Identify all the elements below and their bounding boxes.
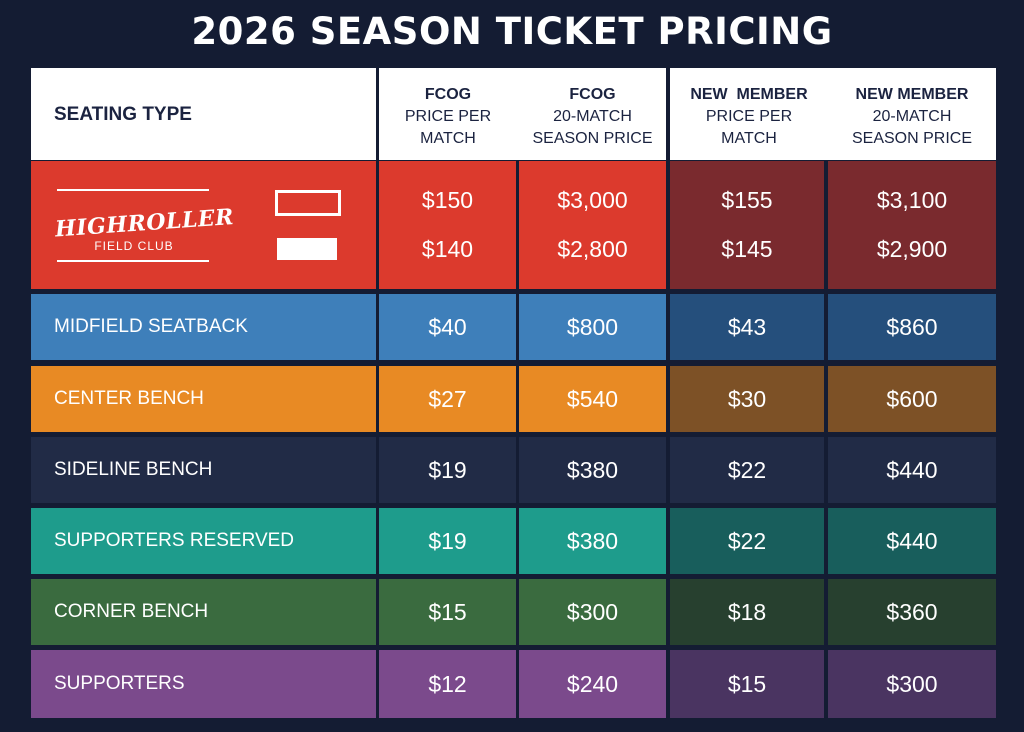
header-group-label: NEW MEMBER	[690, 86, 808, 103]
table-row: SUPPORTERS RESERVED $19 $380 $22 $440	[31, 508, 996, 574]
table-row: SUPPORTERS $12 $240 $15 $300	[31, 650, 996, 718]
seating-type-label: SIDELINE BENCH	[31, 437, 376, 503]
seating-type-label: CORNER BENCH	[31, 579, 376, 645]
new-member-season-price: $600	[828, 366, 996, 432]
header-seating-type: SEATING TYPE	[31, 68, 376, 160]
price-value: $140	[421, 236, 474, 262]
seating-type-label: MIDFIELD SEATBACK	[31, 294, 376, 360]
fcog-season-price: $240	[519, 650, 666, 718]
fcog-season-price: $540	[519, 366, 666, 432]
header-fcog-season-price: FCOG 20-MATCH SEASON PRICE	[519, 84, 666, 150]
new-member-price-per-match: $22	[670, 437, 824, 503]
header-line: 20-MATCH	[872, 108, 952, 125]
price-value: $3,100	[876, 187, 948, 213]
header-line: MATCH	[721, 130, 777, 147]
header-new-member-price-per-match: NEW MEMBER PRICE PER MATCH	[670, 84, 828, 150]
table-row: SIDELINE BENCH $19 $380 $22 $440	[31, 437, 996, 503]
header-group-label: FCOG	[424, 86, 472, 103]
highroller-new-match-cell: $155 $145	[670, 161, 824, 289]
fcog-season-price: $380	[519, 508, 666, 574]
header-seating-type-label: SEATING TYPE	[54, 104, 192, 125]
header-fcog-price-per-match: FCOG PRICE PER MATCH	[379, 84, 517, 150]
new-member-season-price: $360	[828, 579, 996, 645]
new-member-price-per-match: $30	[670, 366, 824, 432]
header-fcog-group: FCOG PRICE PER MATCH FCOG 20-MATCH SEASO…	[379, 68, 666, 160]
table-row-highroller: HIGHROLLER FIELD CLUB $150 $140 $3,000 $…	[31, 161, 996, 289]
fcog-price-per-match: $12	[379, 650, 516, 718]
header-line: SEASON PRICE	[851, 130, 973, 147]
new-member-season-price: $440	[828, 508, 996, 574]
highroller-fcog-match-cell: $150 $140	[379, 161, 516, 289]
header-line: MATCH	[420, 130, 476, 147]
fcog-season-price: $300	[519, 579, 666, 645]
fcog-price-per-match: $15	[379, 579, 516, 645]
price-value: $3,000	[557, 187, 628, 213]
header-line: PRICE PER	[705, 108, 793, 125]
new-member-season-price: $860	[828, 294, 996, 360]
logo-divider	[57, 189, 209, 191]
logo-main-text: HIGHROLLER	[54, 204, 235, 243]
header-new-member-group: NEW MEMBER PRICE PER MATCH NEW MEMBER 20…	[670, 68, 996, 160]
header-line: SEASON PRICE	[532, 130, 653, 147]
price-value: $2,800	[557, 236, 628, 262]
header-line: PRICE PER	[404, 108, 492, 125]
logo-divider	[57, 260, 209, 262]
header-group-label: NEW MEMBER	[855, 86, 969, 103]
fcog-price-per-match: $40	[379, 294, 516, 360]
fcog-price-per-match: $19	[379, 437, 516, 503]
logo-sub-text: FIELD CLUB	[94, 239, 174, 253]
price-value: $155	[721, 187, 773, 213]
table-row: CORNER BENCH $15 $300 $18 $360	[31, 579, 996, 645]
new-member-price-per-match: $18	[670, 579, 824, 645]
new-member-season-price: $300	[828, 650, 996, 718]
new-member-price-per-match: $43	[670, 294, 824, 360]
fcog-season-price: $380	[519, 437, 666, 503]
header-line: 20-MATCH	[553, 108, 632, 125]
highroller-fcog-season-cell: $3,000 $2,800	[519, 161, 666, 289]
fcog-season-price: $800	[519, 294, 666, 360]
seating-type-label: SUPPORTERS	[31, 650, 376, 718]
outline-box-icon	[275, 190, 341, 216]
highroller-label-cell: HIGHROLLER FIELD CLUB	[31, 161, 376, 289]
price-value: $145	[721, 236, 773, 262]
header-new-member-season-price: NEW MEMBER 20-MATCH SEASON PRICE	[828, 84, 996, 150]
header-group-label: FCOG	[569, 86, 616, 103]
table-row: MIDFIELD SEATBACK $40 $800 $43 $860	[31, 294, 996, 360]
new-member-price-per-match: $22	[670, 508, 824, 574]
highroller-logo: HIGHROLLER FIELD CLUB	[31, 161, 376, 289]
page-title: 2026 SEASON TICKET PRICING	[191, 10, 833, 53]
price-value: $150	[421, 187, 474, 213]
new-member-season-price: $440	[828, 437, 996, 503]
highroller-new-season-cell: $3,100 $2,900	[828, 161, 996, 289]
solid-box-icon	[277, 238, 337, 260]
seating-type-label: SUPPORTERS RESERVED	[31, 508, 376, 574]
new-member-price-per-match: $15	[670, 650, 824, 718]
fcog-price-per-match: $27	[379, 366, 516, 432]
table-row: CENTER BENCH $27 $540 $30 $600	[31, 366, 996, 432]
price-value: $2,900	[876, 236, 948, 262]
seating-type-label: CENTER BENCH	[31, 366, 376, 432]
fcog-price-per-match: $19	[379, 508, 516, 574]
